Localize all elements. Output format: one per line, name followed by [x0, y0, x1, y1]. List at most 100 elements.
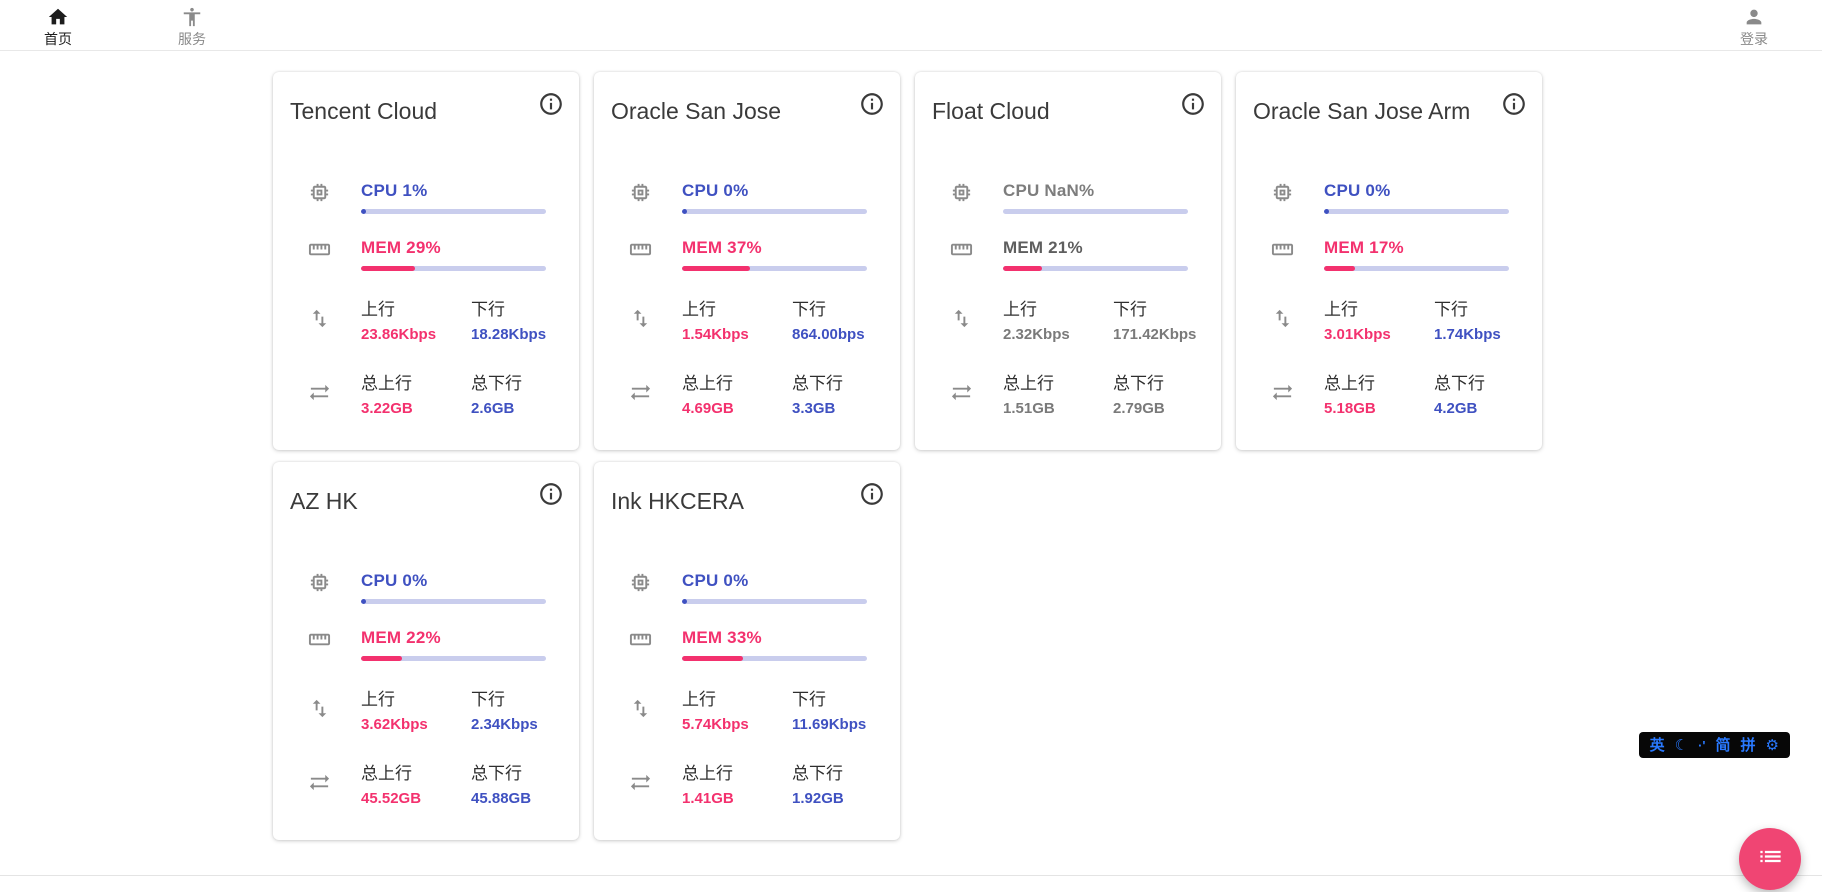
download-label: 下行 [471, 300, 505, 319]
cpu-progress-fill [361, 209, 366, 214]
cpu-progress-fill [682, 599, 687, 604]
memory-ruler-icon [308, 238, 361, 271]
ime-settings-gear-icon[interactable]: ⚙ [1765, 736, 1779, 754]
nav-item-services[interactable]: 服务 [168, 6, 216, 47]
server-cards-grid: Tencent Cloud CPU 1% [273, 72, 1573, 840]
network-speed-row: 上行 2.32Kbps 下行 171.42Kbps [915, 295, 1221, 343]
info-icon[interactable] [538, 481, 564, 507]
nav-item-login-label: 登录 [1740, 31, 1768, 47]
nav-item-home[interactable]: 首页 [34, 6, 82, 47]
left-right-arrows-icon [950, 369, 1003, 417]
download-label: 下行 [1434, 300, 1468, 319]
mem-row: MEM 21% [915, 238, 1221, 271]
memory-ruler-icon [1271, 238, 1324, 271]
upload-label: 上行 [1003, 300, 1037, 319]
ime-moon-icon[interactable]: ☾ [1674, 736, 1689, 754]
user-icon [1743, 6, 1765, 31]
info-icon[interactable] [859, 91, 885, 117]
upload-speed-value: 3.62Kbps [361, 716, 428, 733]
download-speed-value: 2.34Kbps [471, 716, 538, 733]
download-speed-value: 864.00bps [792, 326, 865, 343]
total-download-value: 1.92GB [792, 790, 844, 807]
download-label: 下行 [792, 690, 826, 709]
total-upload-value: 3.22GB [361, 400, 413, 417]
total-upload-label: 总上行 [361, 764, 412, 783]
nav-item-login[interactable]: 登录 [1730, 6, 1778, 47]
mem-usage-label: MEM 29% [361, 238, 441, 257]
cpu-progress-bar [682, 599, 867, 604]
upload-label: 上行 [361, 690, 395, 709]
cpu-usage-label: CPU 0% [682, 181, 749, 200]
total-upload-value: 45.52GB [361, 790, 422, 807]
cpu-row: CPU NaN% [915, 181, 1221, 214]
total-upload-label: 总上行 [1324, 374, 1375, 393]
upload-speed-value: 1.54Kbps [682, 326, 749, 343]
total-download-label: 总下行 [1434, 374, 1485, 393]
info-icon[interactable] [538, 91, 564, 117]
cpu-usage-label: CPU 0% [682, 571, 749, 590]
server-card: Tencent Cloud CPU 1% [273, 72, 579, 450]
network-speed-row: 上行 3.01Kbps 下行 1.74Kbps [1236, 295, 1542, 343]
cpu-chip-icon [1271, 181, 1324, 214]
up-down-arrows-icon [1271, 295, 1324, 343]
download-label: 下行 [1113, 300, 1147, 319]
cpu-chip-icon [629, 181, 682, 214]
mem-progress-fill [361, 656, 402, 661]
server-name: Tencent Cloud [290, 98, 438, 124]
server-name: Ink HKCERA [611, 488, 744, 514]
left-right-arrows-icon [308, 369, 361, 417]
info-icon[interactable] [1180, 91, 1206, 117]
memory-ruler-icon [629, 238, 682, 271]
mem-usage-label: MEM 22% [361, 628, 441, 647]
mem-progress-fill [682, 656, 744, 661]
mem-row: MEM 29% [273, 238, 579, 271]
mem-progress-bar [1324, 266, 1509, 271]
up-down-arrows-icon [308, 295, 361, 343]
total-upload-value: 1.41GB [682, 790, 734, 807]
mem-progress-fill [682, 266, 751, 271]
total-upload-value: 4.69GB [682, 400, 734, 417]
cpu-row: CPU 0% [594, 181, 900, 214]
mem-progress-fill [1003, 266, 1042, 271]
upload-speed-value: 2.32Kbps [1003, 326, 1070, 343]
total-download-label: 总下行 [471, 764, 522, 783]
server-card: AZ HK CPU 0% MEM [273, 462, 579, 840]
download-speed-value: 171.42Kbps [1113, 326, 1197, 343]
ime-language-indicator[interactable]: 英 [1649, 736, 1665, 754]
mem-usage-label: MEM 37% [682, 238, 762, 257]
total-upload-label: 总上行 [361, 374, 412, 393]
mem-row: MEM 33% [594, 628, 900, 661]
total-download-label: 总下行 [471, 374, 522, 393]
server-card: Ink HKCERA CPU 0% [594, 462, 900, 840]
home-icon [47, 6, 69, 31]
network-total-row: 总上行 5.18GB 总下行 4.2GB [1236, 369, 1542, 417]
upload-label: 上行 [682, 690, 716, 709]
server-card: Oracle San Jose Arm CPU 0% [1236, 72, 1542, 450]
up-down-arrows-icon [308, 685, 361, 733]
server-list-fab-button[interactable] [1739, 828, 1801, 890]
footer-divider [0, 875, 1822, 892]
mem-usage-label: MEM 21% [1003, 238, 1083, 257]
download-label: 下行 [471, 690, 505, 709]
total-upload-label: 总上行 [682, 374, 733, 393]
up-down-arrows-icon [629, 685, 682, 733]
cpu-chip-icon [308, 571, 361, 604]
server-card: Float Cloud CPU NaN% [915, 72, 1221, 450]
memory-ruler-icon [950, 238, 1003, 271]
info-icon[interactable] [859, 481, 885, 507]
upload-speed-value: 3.01Kbps [1324, 326, 1391, 343]
upload-label: 上行 [1324, 300, 1358, 319]
ime-simplified-indicator[interactable]: 简 [1715, 736, 1731, 754]
cpu-chip-icon [950, 181, 1003, 214]
services-person-icon [181, 6, 203, 31]
ime-punctuation-icon[interactable]: ·' [1698, 737, 1706, 753]
cpu-progress-bar [361, 209, 546, 214]
cpu-progress-bar [361, 599, 546, 604]
total-download-label: 总下行 [1113, 374, 1164, 393]
mem-usage-label: MEM 17% [1324, 238, 1404, 257]
cpu-chip-icon [629, 571, 682, 604]
cpu-usage-label: CPU 1% [361, 181, 428, 200]
download-speed-value: 1.74Kbps [1434, 326, 1501, 343]
ime-pinyin-indicator[interactable]: 拼 [1740, 736, 1756, 754]
info-icon[interactable] [1501, 91, 1527, 117]
